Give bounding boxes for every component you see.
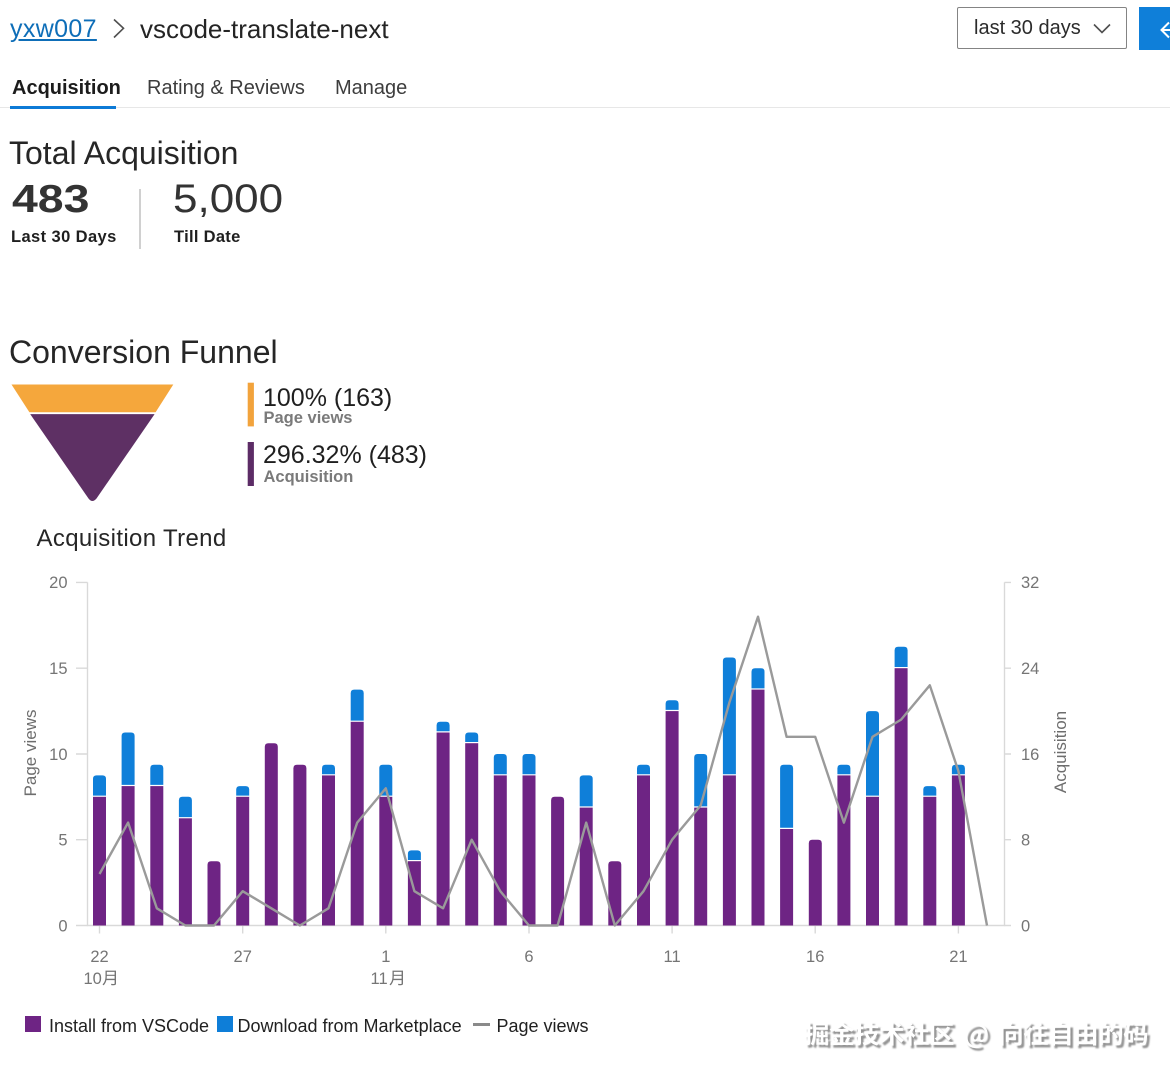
svg-text:27: 27 [234,948,252,966]
svg-text:Acquisition: Acquisition [1051,711,1070,793]
svg-text:8: 8 [1021,832,1030,850]
svg-text:11: 11 [664,948,681,966]
svg-text:20: 20 [49,574,67,592]
svg-text:24: 24 [1021,660,1039,678]
svg-text:0: 0 [1021,917,1030,935]
svg-text:15: 15 [49,660,67,678]
svg-text:16: 16 [806,948,824,966]
svg-text:6: 6 [524,948,533,966]
svg-text:16: 16 [1021,746,1039,764]
svg-text:1: 1 [381,948,390,966]
svg-text:5: 5 [58,832,67,850]
svg-text:11: 11 [371,970,388,988]
svg-text:0: 0 [58,917,67,935]
svg-text:Page views: Page views [21,710,40,797]
svg-text:22: 22 [90,948,108,966]
svg-text:10: 10 [49,746,67,764]
svg-text:21: 21 [949,948,967,966]
svg-text:10: 10 [84,970,102,988]
svg-text:32: 32 [1021,574,1039,592]
